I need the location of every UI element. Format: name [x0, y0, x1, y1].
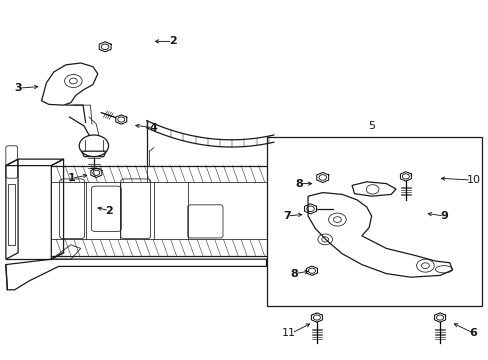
Text: 8: 8	[290, 269, 298, 279]
Text: 7: 7	[283, 211, 290, 221]
Text: 3: 3	[14, 83, 22, 93]
Text: 1: 1	[68, 173, 76, 183]
Text: 10: 10	[466, 175, 480, 185]
Text: 6: 6	[468, 328, 476, 338]
Text: 2: 2	[168, 36, 176, 46]
Text: 2: 2	[105, 206, 113, 216]
Bar	[266, 137, 481, 306]
Text: 5: 5	[367, 121, 374, 131]
Text: 8: 8	[295, 179, 303, 189]
Text: 11: 11	[281, 328, 295, 338]
Bar	[8, 184, 15, 245]
Text: 4: 4	[149, 123, 157, 133]
Text: 9: 9	[439, 211, 447, 221]
